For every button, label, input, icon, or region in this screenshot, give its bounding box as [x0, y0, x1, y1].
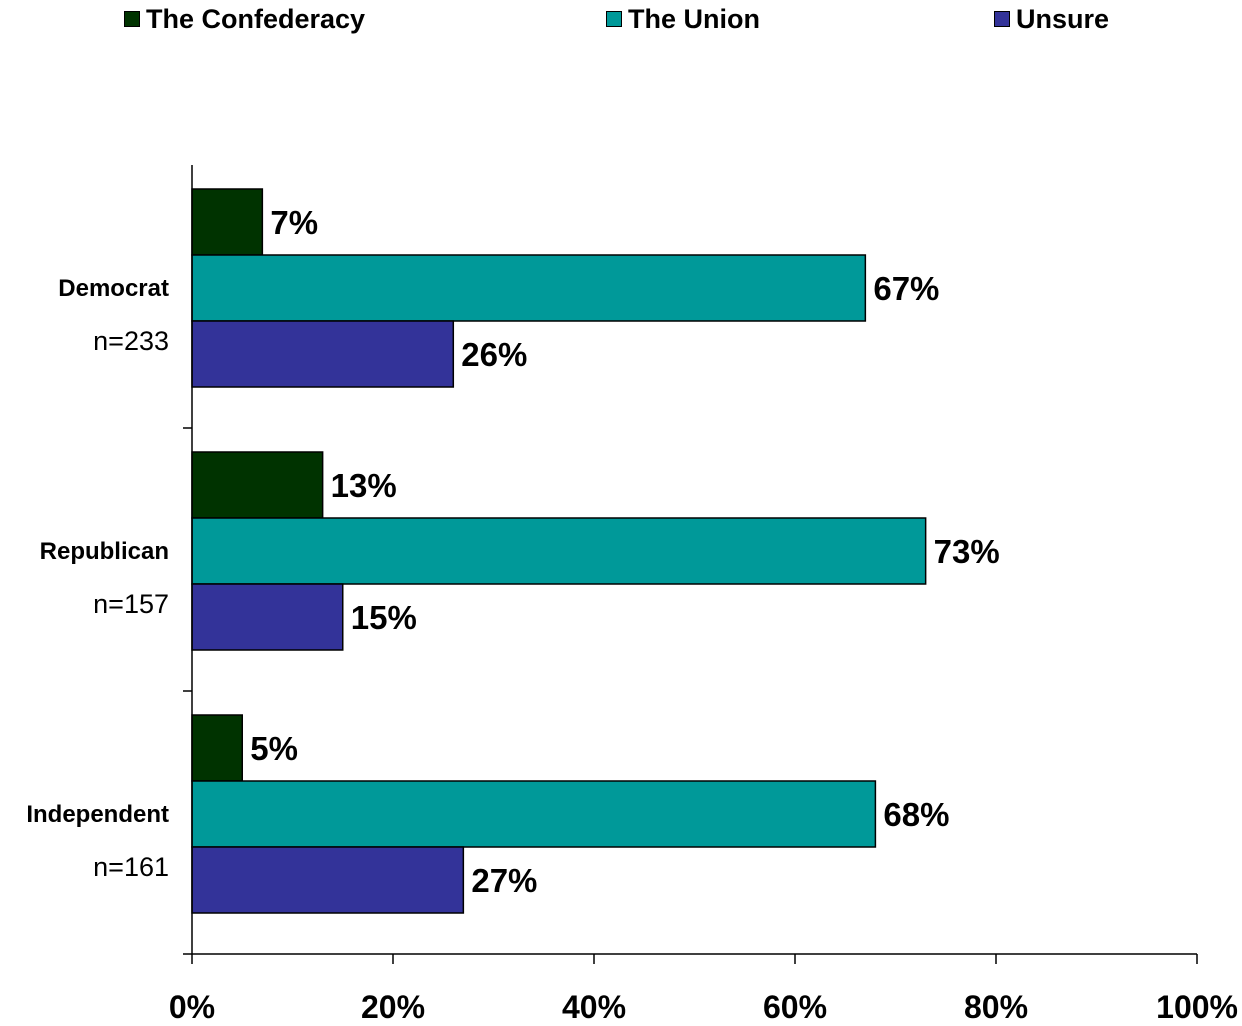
category-label-independent: Independent [26, 801, 169, 828]
bar-unsure-democrat [191, 320, 455, 388]
x-tick-label: 40% [562, 989, 626, 1025]
x-tick-label: 60% [763, 989, 827, 1025]
bar-the-union-republican [191, 517, 927, 585]
data-label: 15% [351, 599, 417, 636]
bar-the-confederacy-democrat [191, 188, 264, 256]
category-label-democrat: Democrat [58, 275, 169, 302]
legend-label-union: The Union [628, 3, 760, 34]
legend-item-union: The Union [606, 2, 760, 36]
legend-swatch-union [606, 11, 622, 27]
x-tick-label: 0% [169, 989, 215, 1025]
legend-item-confederacy: The Confederacy [124, 2, 365, 36]
x-tick-label: 80% [964, 989, 1028, 1025]
bar-the-union-democrat [191, 254, 867, 322]
data-label: 27% [471, 862, 537, 899]
data-label: 73% [934, 533, 1000, 570]
bar-unsure-independent [191, 846, 465, 914]
category-sample-size: n=161 [93, 852, 169, 882]
category-label-republican: Republican [40, 538, 169, 565]
data-label: 26% [461, 336, 527, 373]
data-label: 13% [331, 467, 397, 504]
legend-label-unsure: Unsure [1016, 3, 1110, 34]
data-label: 67% [873, 270, 939, 307]
legend-swatch-unsure [994, 11, 1010, 27]
category-sample-size: n=157 [93, 589, 169, 619]
data-label: 5% [250, 730, 298, 767]
x-tick-label: 100% [1156, 989, 1238, 1025]
legend-item-unsure: Unsure [994, 2, 1109, 36]
bar-the-confederacy-independent [191, 714, 243, 782]
bar-unsure-republican [191, 583, 344, 651]
legend-label-confederacy: The Confederacy [146, 3, 366, 34]
bar-the-confederacy-republican [191, 451, 324, 519]
bar-the-union-independent [191, 780, 877, 848]
x-tick-label: 20% [361, 989, 425, 1025]
data-label: 7% [270, 204, 318, 241]
legend-swatch-confederacy [124, 11, 140, 27]
legend: The Confederacy The Union Unsure [0, 2, 1242, 36]
category-sample-size: n=233 [93, 326, 169, 356]
data-label: 68% [883, 796, 949, 833]
